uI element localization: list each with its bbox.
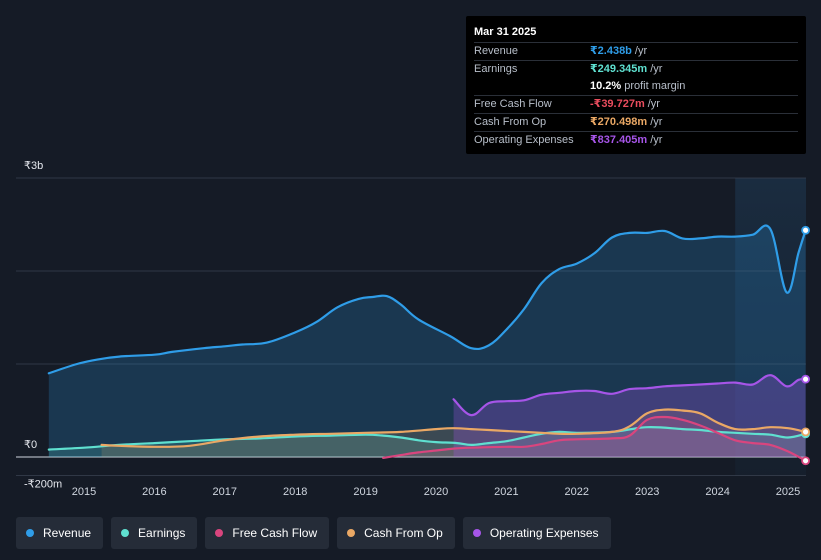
x-tick-label: 2021	[494, 486, 518, 498]
series-endpoints	[801, 225, 810, 466]
y-tick-label: ₹0	[24, 439, 37, 451]
x-tick-label: 2023	[635, 486, 659, 498]
tooltip-row-revenue: Revenue ₹2.438b /yr	[474, 42, 798, 60]
legend-item-operating-expenses[interactable]: Operating Expenses	[462, 517, 611, 549]
x-tick-label: 2024	[705, 486, 729, 498]
tooltip-label: Cash From Op	[474, 116, 547, 128]
legend-label: Earnings	[138, 526, 186, 540]
series-line-cash-from-op	[100, 408, 807, 448]
x-tick-label: 2016	[142, 486, 166, 498]
legend-label: Revenue	[43, 526, 92, 540]
legend-label: Free Cash Flow	[232, 526, 318, 540]
legend-label: Cash From Op	[364, 526, 443, 540]
legend-dot-icon	[26, 529, 34, 537]
tooltip-panel: Mar 31 2025 Revenue ₹2.438b /yr Earnings…	[466, 16, 806, 154]
tooltip-row-profit-margin: 10.2% profit margin	[474, 78, 798, 95]
x-axis-labels: 2015 2016 2017 2018 2019 2020 2021 2022 2023 2024…	[72, 486, 800, 498]
grid	[16, 177, 806, 477]
x-tick-label: 2017	[213, 486, 237, 498]
series-endpoint-operating-expenses	[801, 374, 810, 384]
tooltip-unit: /yr	[650, 116, 663, 128]
x-tick-label: 2015	[72, 486, 96, 498]
legend-dot-icon	[472, 529, 481, 537]
legend-label: Operating Expenses	[489, 526, 599, 540]
y-axis-labels: ₹3b ₹0 -₹200m	[24, 160, 62, 491]
tooltip-row-earnings: Earnings ₹249.345m /yr	[474, 60, 798, 78]
x-tick-label: 2018	[283, 486, 307, 498]
legend-item-revenue[interactable]: Revenue	[16, 517, 104, 549]
tooltip-label	[474, 78, 590, 95]
series-areas	[48, 225, 806, 461]
tooltip-label: Operating Expenses	[474, 134, 574, 146]
y-tick-label: ₹3b	[24, 160, 43, 172]
tooltip-date: Mar 31 2025	[474, 26, 537, 38]
legend-dot-icon	[347, 529, 356, 537]
tooltip-value: ₹2.438b	[590, 45, 632, 57]
tooltip-value: ₹837.405m	[590, 134, 648, 146]
x-tick-label: 2022	[565, 486, 589, 498]
series-area-cash-from-op	[101, 409, 806, 457]
tooltip-label: Free Cash Flow	[474, 98, 552, 110]
tooltip-label: Earnings	[474, 63, 518, 75]
legend-dot-icon	[215, 529, 224, 537]
tooltip-unit: profit margin	[624, 80, 686, 92]
series-area-revenue	[48, 225, 806, 457]
tooltip-unit: /yr	[650, 63, 663, 75]
legend-item-earnings[interactable]: Earnings	[111, 517, 198, 549]
x-tick-label: 2020	[424, 486, 448, 498]
legend-item-cash-from-op[interactable]: Cash From Op	[337, 517, 455, 549]
series-endpoint-revenue	[801, 225, 810, 235]
tooltip-value: ₹270.498m	[590, 116, 648, 128]
series-line-free-cash-flow	[382, 415, 807, 462]
tooltip-row-free-cash-flow: Free Cash Flow -₹39.727m /yr	[474, 95, 798, 113]
tooltip-value: ₹249.345m	[590, 63, 648, 75]
series-lines	[47, 224, 807, 462]
x-tick-label: 2019	[353, 486, 377, 498]
series-line-operating-expenses	[452, 374, 807, 417]
tooltip-value: 10.2%	[590, 80, 622, 92]
tooltip-value: -₹39.727m	[590, 98, 645, 110]
tooltip-unit: /yr	[650, 134, 663, 146]
tooltip-unit: /yr	[634, 45, 648, 57]
series-endpoint-cash-from-op	[801, 427, 810, 437]
tooltip-unit: /yr	[647, 98, 660, 110]
series-endpoint-free-cash-flow	[801, 456, 810, 466]
x-tick-label: 2025	[776, 486, 800, 498]
y-tick-label: -₹200m	[24, 479, 62, 491]
tooltip-label: Revenue	[474, 45, 519, 57]
series-area-free-cash-flow	[383, 416, 806, 461]
legend-item-free-cash-flow[interactable]: Free Cash Flow	[205, 517, 330, 549]
legend: Revenue Earnings Free Cash Flow Cash Fro…	[16, 517, 619, 549]
tooltip-row-cash-from-op: Cash From Op ₹270.498m /yr	[474, 113, 798, 131]
series-line-revenue	[47, 224, 807, 375]
legend-dot-icon	[121, 529, 130, 537]
tooltip-row-operating-expenses: Operating Expenses ₹837.405m /yr	[474, 131, 798, 149]
